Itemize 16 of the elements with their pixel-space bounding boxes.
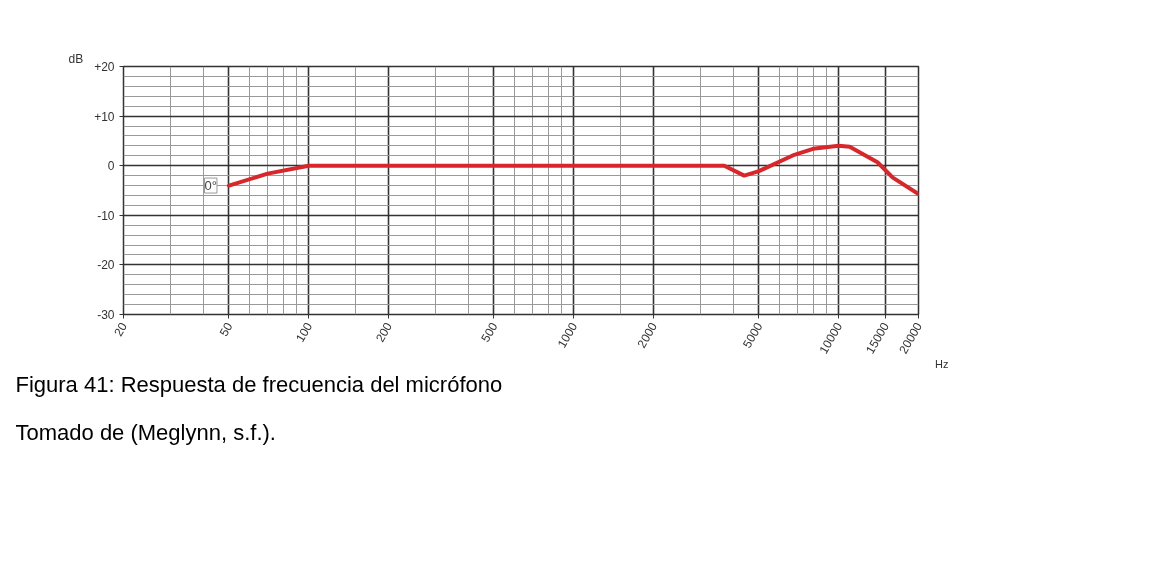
x-tick-label: 500: [478, 319, 501, 345]
y-tick-label: -20: [97, 258, 115, 273]
y-tick-label: -10: [97, 208, 115, 223]
y-tick-label: -30: [97, 308, 115, 322]
y-tick-label: +20: [94, 60, 115, 74]
series-label: 0°: [204, 178, 217, 194]
y-tick-label: +10: [94, 109, 115, 124]
x-tick-label: 20: [111, 319, 131, 339]
x-axis-title: Hz: [935, 357, 949, 370]
x-tick-label: 50: [216, 319, 236, 339]
x-tick-label: 100: [293, 319, 316, 345]
x-tick-label: 200: [372, 319, 396, 345]
text: Tomado de (Meglynn, s.f.).: [15, 419, 276, 445]
y-tick-label: 0: [107, 159, 115, 174]
y-axis-title: dB: [68, 51, 84, 66]
text: Figura 41: Respuesta de frecuencia del micrófono: [15, 371, 503, 397]
